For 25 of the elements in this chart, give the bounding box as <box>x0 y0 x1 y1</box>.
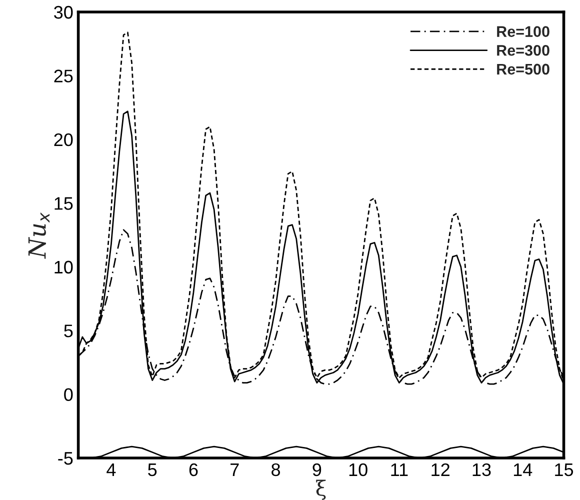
legend-label: Re=300 <box>497 44 550 56</box>
x-tick-label: 11 <box>391 464 408 476</box>
legend-label: Re=100 <box>497 26 550 37</box>
y-tick-label: 10 <box>54 260 73 274</box>
x-axis-title: ξ <box>316 480 326 500</box>
x-tick-label: 15 <box>555 464 574 476</box>
y-tick-label: 30 <box>54 6 73 19</box>
legend-label: Re=500 <box>497 64 550 75</box>
x-tick-label: 9 <box>312 463 322 476</box>
x-tick-label: 7 <box>230 464 239 476</box>
y-tick-label: 25 <box>54 70 73 82</box>
y-tick-label: -5 <box>58 452 73 465</box>
y-tick-label: 20 <box>54 133 73 146</box>
y-tick-label: 15 <box>54 197 73 210</box>
x-tick-label: 13 <box>472 463 491 476</box>
x-tick-label: 10 <box>349 463 368 476</box>
x-tick-label: 6 <box>189 463 198 476</box>
x-tick-label: 14 <box>514 464 532 476</box>
x-tick-label: 12 <box>432 463 450 476</box>
y-axis-title: Nu$_{x}$ <box>28 212 50 259</box>
x-tick-label: 8 <box>272 463 280 476</box>
x-tick-label: 5 <box>148 464 157 476</box>
y-tick-label: 0 <box>64 388 73 402</box>
y-tick-label: 5 <box>64 324 73 338</box>
x-tick-label: 4 <box>106 464 116 476</box>
